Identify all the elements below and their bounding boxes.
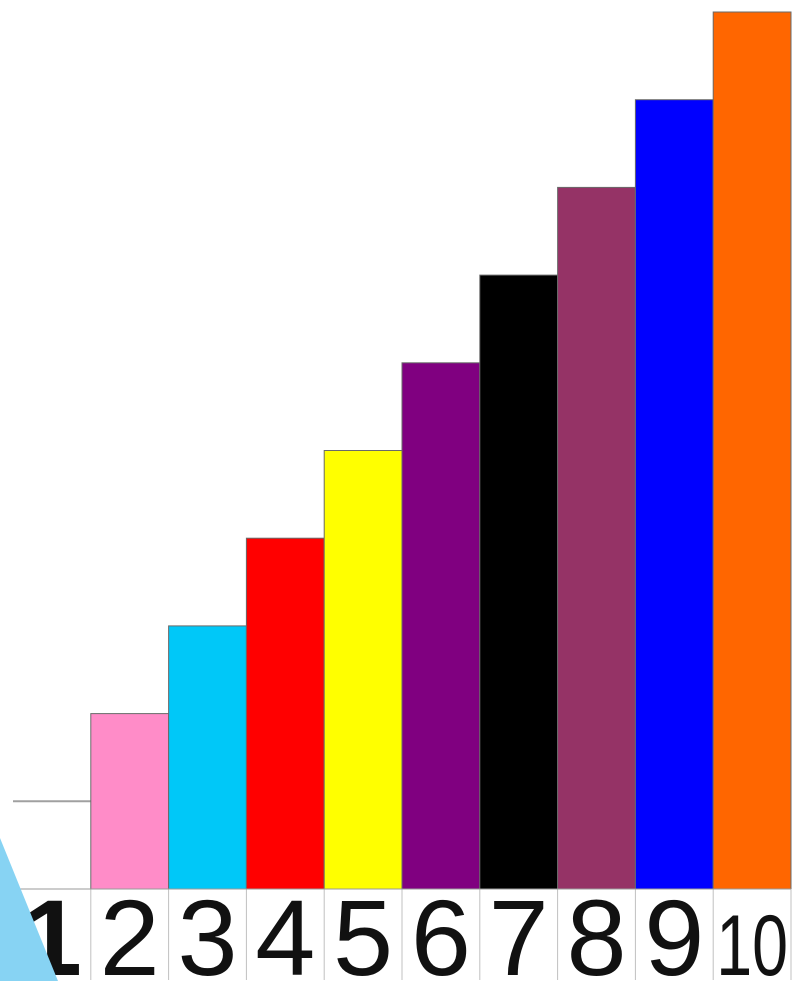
tick-label-3: 3 bbox=[177, 877, 237, 981]
tick-label-8: 8 bbox=[566, 877, 626, 981]
tick-label-10: 10 bbox=[716, 898, 788, 981]
tick-label-2: 2 bbox=[100, 877, 160, 981]
bar-10 bbox=[712, 11, 792, 890]
tick-labels-group: 1 2 3 4 5 6 7 8 9 10 bbox=[13, 877, 792, 981]
tick-label-7: 7 bbox=[489, 877, 549, 981]
bars-group bbox=[13, 11, 792, 890]
bar-9 bbox=[634, 99, 714, 890]
bar-3 bbox=[168, 625, 247, 890]
bar-7 bbox=[479, 274, 559, 890]
tick-label-9: 9 bbox=[644, 877, 704, 981]
tick-label-4: 4 bbox=[255, 877, 315, 981]
tick-label-6: 6 bbox=[411, 877, 471, 981]
tick-label-5: 5 bbox=[333, 877, 393, 981]
